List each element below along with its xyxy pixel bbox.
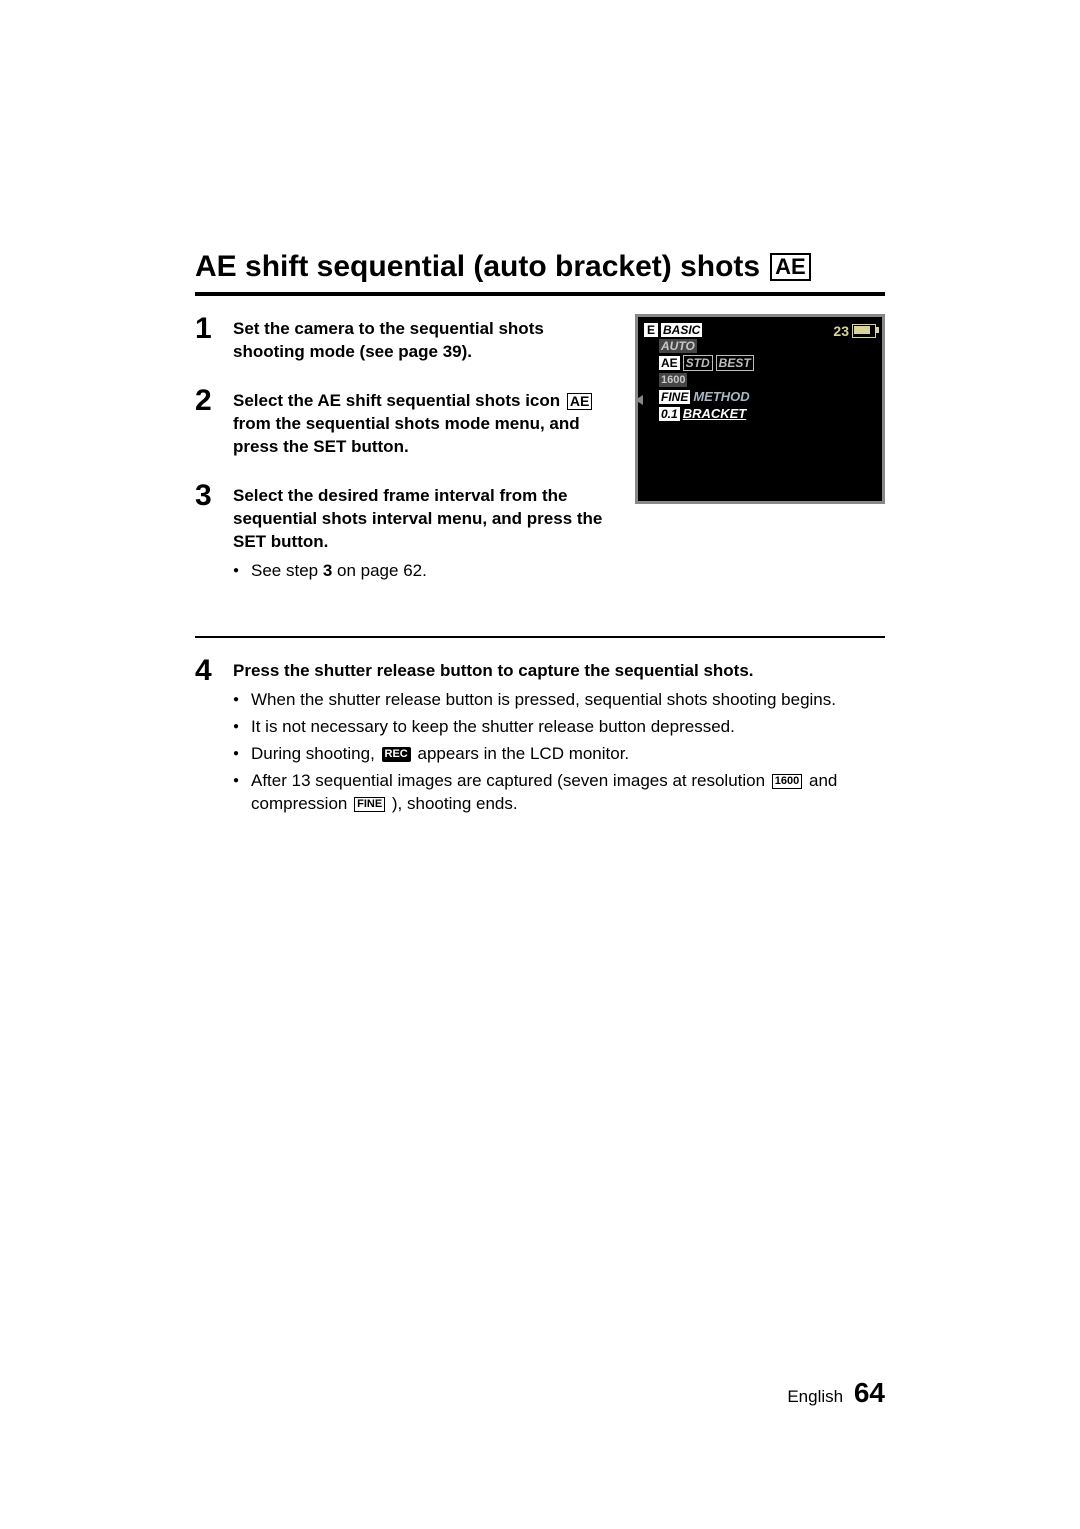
bullet-text: After 13 sequential images are captured … xyxy=(251,771,770,790)
lcd-e-badge: E xyxy=(644,323,658,337)
compression-icon: FINE xyxy=(354,797,385,812)
step-text: Press the shutter release button to capt… xyxy=(233,661,754,680)
ae-icon: AE xyxy=(567,393,592,410)
step-1: 1 Set the camera to the sequential shots… xyxy=(195,314,615,364)
step-number: 2 xyxy=(195,386,215,459)
bullet-text: ), shooting ends. xyxy=(387,794,517,813)
step-body: Set the camera to the sequential shots s… xyxy=(233,314,615,364)
lcd-std-badge: STD xyxy=(683,355,713,371)
lcd-count-value: 23 xyxy=(833,323,849,339)
lcd-1600-badge: 1600 xyxy=(659,373,687,387)
lcd-interval-badge: 0.1 xyxy=(659,407,680,421)
arrow-icon xyxy=(635,395,643,405)
step-text-a: Select the AE shift sequential shots ico… xyxy=(233,391,565,410)
step-2: 2 Select the AE shift sequential shots i… xyxy=(195,386,615,459)
bullet: It is not necessary to keep the shutter … xyxy=(233,716,885,739)
ae-icon: AE xyxy=(770,253,811,281)
bullet-text: See step xyxy=(251,561,323,580)
lcd-sidebar: E BASIC AUTO AE STD BEST xyxy=(644,323,754,421)
step-number: 1 xyxy=(195,314,215,364)
step-text: Select the desired frame interval from t… xyxy=(233,486,602,551)
title-rule xyxy=(195,292,885,296)
step-number: 3 xyxy=(195,481,215,587)
manual-page: AE shift sequential (auto bracket) shots… xyxy=(0,0,1080,1529)
upper-columns: 1 Set the camera to the sequential shots… xyxy=(195,314,885,608)
step-bullets: See step 3 on page 62. xyxy=(233,560,615,583)
lcd-ae-badge: AE xyxy=(659,356,680,370)
bullet-text: on page 62. xyxy=(332,561,427,580)
page-title: AE shift sequential (auto bracket) shots xyxy=(195,250,760,284)
step-bullets: When the shutter release button is press… xyxy=(233,689,885,816)
bullet: After 13 sequential images are captured … xyxy=(233,770,885,816)
bullet-bold: 3 xyxy=(323,561,332,580)
bullet: During shooting, REC appears in the LCD … xyxy=(233,743,885,766)
lcd-basic-badge: BASIC xyxy=(661,323,702,337)
footer-language: English xyxy=(787,1387,843,1406)
step-body: Select the desired frame interval from t… xyxy=(233,481,615,587)
lcd-preview: E BASIC AUTO AE STD BEST xyxy=(635,314,885,608)
bullet-text: appears in the LCD monitor. xyxy=(413,744,629,763)
rec-icon: REC xyxy=(382,747,411,762)
footer-page-number: 64 xyxy=(854,1377,885,1408)
bullet: See step 3 on page 62. xyxy=(233,560,615,583)
step-number: 4 xyxy=(195,656,215,820)
step-text-b: from the sequential shots mode menu, and… xyxy=(233,414,580,456)
bullet: When the shutter release button is press… xyxy=(233,689,885,712)
lcd-fine-badge: FINE xyxy=(659,390,690,404)
step-text: Set the camera to the sequential shots s… xyxy=(233,319,544,361)
step-3: 3 Select the desired frame interval from… xyxy=(195,481,615,587)
lcd-counter: 23 xyxy=(833,323,876,339)
page-title-row: AE shift sequential (auto bracket) shots… xyxy=(195,250,885,284)
lcd-best-badge: BEST xyxy=(716,355,754,371)
page-footer: English 64 xyxy=(787,1377,885,1409)
step-body: Select the AE shift sequential shots ico… xyxy=(233,386,615,459)
lcd-screen: E BASIC AUTO AE STD BEST xyxy=(635,314,885,504)
battery-icon xyxy=(852,324,876,338)
bullet-text: During shooting, xyxy=(251,744,380,763)
step-4: 4 Press the shutter release button to ca… xyxy=(195,656,885,820)
resolution-icon: 1600 xyxy=(772,774,802,789)
section-rule xyxy=(195,636,885,638)
steps-column: 1 Set the camera to the sequential shots… xyxy=(195,314,615,608)
lcd-method-label: METHOD xyxy=(693,389,749,404)
lcd-bracket-label: BRACKET xyxy=(683,406,747,421)
step-body: Press the shutter release button to capt… xyxy=(233,656,885,820)
lcd-auto-badge: AUTO xyxy=(659,339,697,353)
